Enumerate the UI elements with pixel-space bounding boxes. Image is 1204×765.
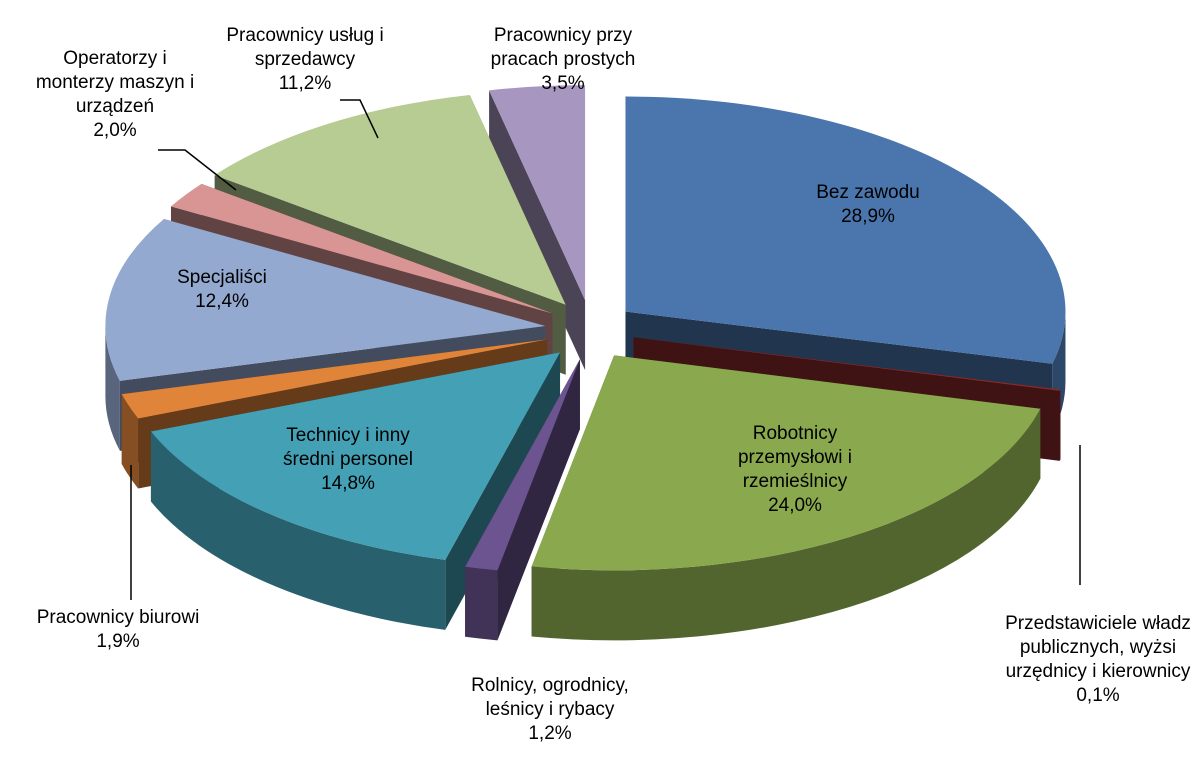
slices (105, 85, 1066, 641)
slice-side (121, 394, 139, 489)
category-name: Pracownicy biurowi (36, 607, 200, 628)
slice-top (465, 359, 580, 571)
category-name: Operatorzy i monterzy maszyn i urządzeń (35, 48, 195, 117)
slice-side (105, 326, 120, 451)
slice-side (531, 408, 1041, 641)
category-name: Przedstawiciele władz publicznych, wyżsi… (1005, 613, 1191, 682)
category-name: Pracownicy przy pracach prostych (490, 25, 636, 70)
leader-line (158, 149, 237, 191)
category-name: Technicy i inny średni personel (283, 425, 413, 470)
value-label: 3,5% (541, 73, 585, 94)
value-label: 12,4% (195, 291, 249, 312)
slice-label: Przedstawiciele władz publicznych, wyżsi… (991, 612, 1204, 708)
slice-label: Pracownicy biurowi 1,9% (0, 606, 238, 654)
slice-label: Technicy i inny średni personel 14,8% (258, 424, 438, 496)
slice-top (625, 96, 1066, 364)
slice-label: Robotnicy przemysłowi i rzemieślnicy 24,0… (715, 422, 875, 518)
slice-label: Pracownicy usług i sprzedawcy 11,2% (208, 24, 403, 96)
category-name: Pracownicy usług i sprzedawcy (226, 25, 384, 70)
slice-side (150, 431, 446, 630)
value-label: 14,8% (321, 473, 375, 494)
category-name: Bez zawodu (816, 182, 920, 203)
slice-label: Bez zawodu 28,9% (798, 181, 938, 229)
value-label: 1,2% (528, 723, 572, 744)
category-name: Specjaliści (177, 267, 267, 288)
value-label: 1,9% (96, 631, 140, 652)
slice-top (633, 337, 1061, 391)
value-label: 0,1% (1076, 685, 1120, 706)
value-label: 28,9% (841, 206, 895, 227)
value-label: 11,2% (278, 73, 332, 94)
slice-top (214, 94, 566, 305)
slice-label: Operatorzy i monterzy maszyn i urządzeń 2… (28, 47, 203, 143)
slice-top (531, 355, 1041, 571)
slice-side (465, 566, 498, 641)
slice-side (1059, 389, 1061, 461)
slice-label: Rolnicy, ogrodnicy, leśnicy i rybacy 1,2% (445, 674, 655, 746)
slice-top (489, 85, 586, 301)
value-label: 24,0% (768, 495, 822, 516)
slice (531, 355, 1041, 641)
slice-label: Specjaliści 12,4% (162, 266, 282, 314)
slice-top (105, 218, 546, 381)
slice-top (170, 183, 553, 314)
slice-top (121, 339, 548, 419)
slice-top (150, 352, 561, 560)
slice (465, 359, 580, 641)
leader-line (340, 99, 379, 139)
value-label: 2,0% (93, 120, 137, 141)
category-name: Rolnicy, ogrodnicy, leśnicy i rybacy (471, 675, 629, 720)
slice-label: Pracownicy przy pracach prostych 3,5% (478, 24, 648, 96)
category-name: Robotnicy przemysłowi i rzemieślnicy (737, 423, 853, 492)
